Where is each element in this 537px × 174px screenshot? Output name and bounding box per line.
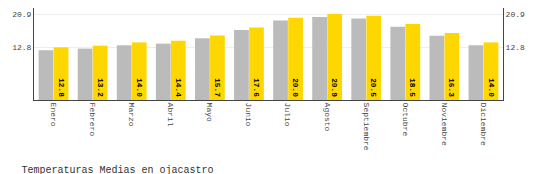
svg-text:12.8: 12.8 <box>506 43 525 52</box>
svg-text:17.6: 17.6 <box>252 78 260 97</box>
svg-text:18.5: 18.5 <box>408 78 416 97</box>
svg-text:20.9: 20.9 <box>12 10 31 19</box>
svg-text:Octubre: Octubre <box>401 103 410 137</box>
svg-text:12.8: 12.8 <box>57 78 65 97</box>
svg-text:15.7: 15.7 <box>213 78 221 97</box>
svg-text:20.5: 20.5 <box>369 78 377 97</box>
svg-text:Junio: Junio <box>244 103 253 127</box>
svg-text:20.9: 20.9 <box>330 78 338 97</box>
svg-text:14.4: 14.4 <box>174 78 182 97</box>
svg-text:Enero: Enero <box>49 103 58 127</box>
svg-text:12.8: 12.8 <box>12 43 31 52</box>
svg-text:Febrero: Febrero <box>88 103 97 137</box>
svg-text:20.9: 20.9 <box>506 10 525 19</box>
svg-text:13.2: 13.2 <box>96 78 104 97</box>
svg-text:14.0: 14.0 <box>487 78 495 97</box>
svg-text:Temperaturas Medias en ojacast: Temperaturas Medias en ojacastro <box>21 165 213 174</box>
svg-text:Septiembre: Septiembre <box>362 103 371 151</box>
svg-text:Mayo: Mayo <box>205 103 214 122</box>
svg-text:14.0: 14.0 <box>135 78 143 97</box>
svg-text:Agosto: Agosto <box>323 103 332 132</box>
svg-text:Abril: Abril <box>166 103 175 127</box>
svg-text:Marzo: Marzo <box>127 103 136 127</box>
svg-text:20.0: 20.0 <box>291 78 299 97</box>
svg-text:16.3: 16.3 <box>447 78 455 97</box>
svg-text:Noviembre: Noviembre <box>440 103 449 146</box>
svg-text:Julio: Julio <box>283 103 292 127</box>
svg-text:Diciembre: Diciembre <box>479 103 488 146</box>
